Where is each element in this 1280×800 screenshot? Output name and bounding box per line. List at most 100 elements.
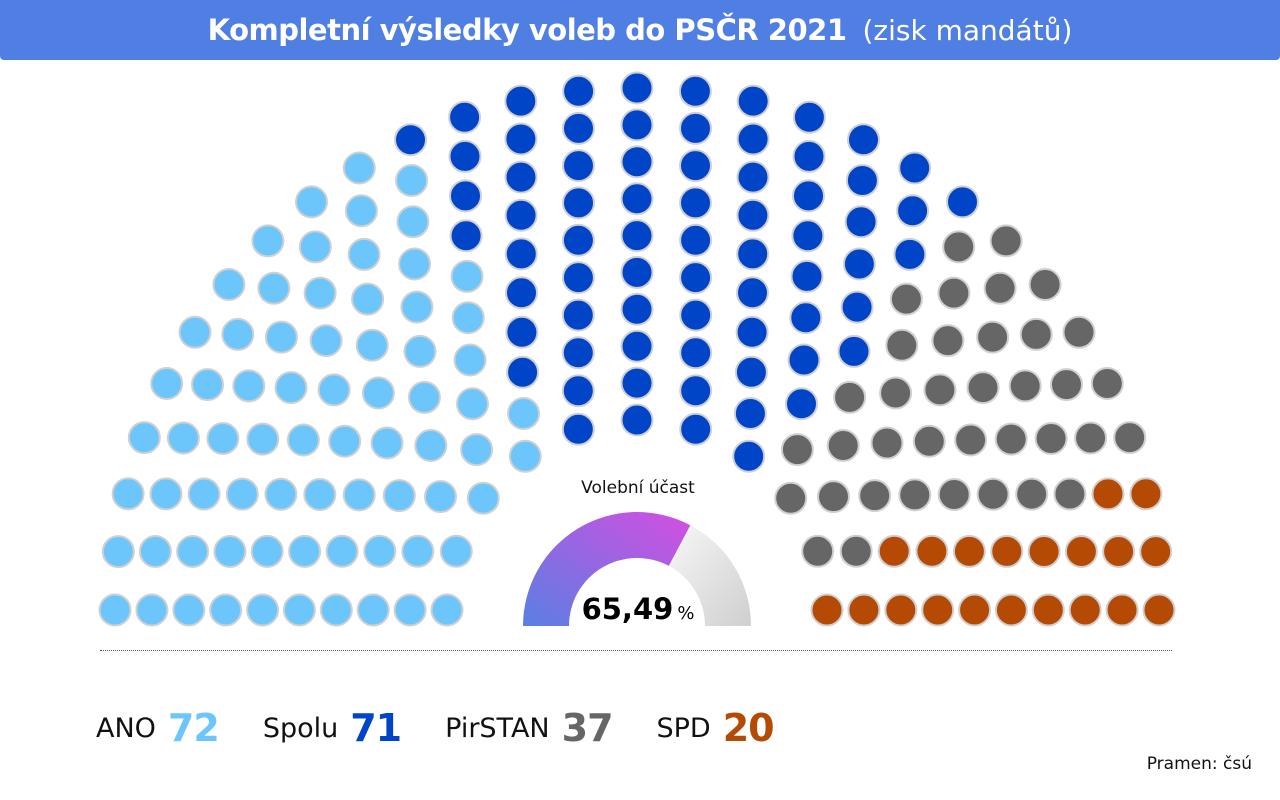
seat-dot bbox=[976, 320, 1010, 354]
seat-dot bbox=[620, 219, 654, 253]
seat-dot bbox=[1074, 421, 1108, 455]
legend: ANO 72 Spolu 71 PirSTAN 37 SPD 20 bbox=[96, 700, 818, 756]
seat-dot bbox=[679, 261, 713, 295]
seat-dot bbox=[449, 219, 483, 253]
legend-party-name: ANO bbox=[96, 712, 156, 744]
seat-dot bbox=[309, 324, 343, 358]
seat-dot bbox=[1050, 368, 1083, 402]
seat-dot bbox=[317, 373, 351, 407]
seat-dot bbox=[679, 412, 713, 446]
seat-dot bbox=[1113, 421, 1147, 455]
seat-dot bbox=[508, 439, 542, 473]
seat-dot bbox=[424, 480, 457, 514]
seat-dot bbox=[877, 534, 911, 568]
seat-dot bbox=[400, 290, 434, 324]
seat-dot bbox=[407, 380, 441, 414]
seat-dot bbox=[884, 593, 918, 627]
legend-party-name: Spolu bbox=[262, 712, 339, 744]
seat-dot bbox=[1068, 593, 1102, 627]
seat-dot bbox=[990, 534, 1024, 568]
seat-dot bbox=[1139, 535, 1173, 569]
seat-dot bbox=[561, 261, 595, 295]
seat-dot bbox=[774, 481, 808, 515]
seat-dot bbox=[810, 593, 844, 627]
seat-dot bbox=[679, 149, 712, 183]
seat-dot bbox=[356, 593, 390, 627]
legend-item-pirstan: PirSTAN 37 bbox=[445, 706, 613, 750]
chart-title: Kompletní výsledky voleb do PSČR 2021 bbox=[207, 13, 847, 47]
seat-dot bbox=[898, 151, 932, 185]
seat-dot bbox=[138, 535, 172, 568]
seat-dot bbox=[450, 259, 484, 293]
seat-dot bbox=[785, 387, 818, 421]
seat-dot bbox=[221, 317, 255, 351]
seat-dot bbox=[1031, 593, 1065, 627]
seat-dot bbox=[414, 429, 448, 462]
seat-dot bbox=[282, 593, 316, 627]
seat-dot bbox=[733, 397, 767, 430]
seat-dot bbox=[787, 343, 821, 377]
seat-dot bbox=[166, 421, 200, 455]
seat-dot bbox=[847, 593, 881, 627]
seat-dot bbox=[505, 276, 538, 310]
turnout-value: 65,49% bbox=[538, 592, 738, 626]
seat-dot bbox=[504, 237, 538, 271]
seat-dot bbox=[178, 315, 212, 349]
seat-dot bbox=[396, 205, 430, 239]
seat-dot bbox=[393, 593, 427, 627]
seat-dot bbox=[840, 290, 874, 324]
seat-dot bbox=[893, 237, 927, 271]
source-note: Pramen: čsú bbox=[1146, 754, 1252, 774]
seat-dot bbox=[879, 376, 913, 410]
seat-dot bbox=[382, 479, 416, 513]
seat-dot bbox=[507, 397, 541, 430]
seat-dot bbox=[952, 534, 986, 568]
seat-dot bbox=[562, 149, 595, 183]
seat-dot bbox=[347, 237, 381, 271]
seat-dot bbox=[679, 374, 713, 408]
turnout-gauge bbox=[523, 511, 751, 626]
seat-dot bbox=[844, 205, 878, 239]
seat-dot bbox=[801, 534, 835, 568]
seat-dot bbox=[149, 477, 183, 511]
seat-dot bbox=[994, 593, 1028, 627]
seat-dot bbox=[976, 477, 1010, 511]
seat-dot bbox=[620, 145, 654, 179]
seat-dot bbox=[1105, 593, 1139, 627]
seat-dot bbox=[456, 387, 489, 421]
seat-dot bbox=[858, 479, 892, 513]
seat-dot bbox=[453, 343, 487, 377]
seat-dot bbox=[213, 535, 247, 568]
seat-dot bbox=[898, 478, 932, 512]
seat-dot bbox=[342, 478, 376, 512]
seat-dot bbox=[363, 534, 397, 568]
seat-dot bbox=[983, 271, 1017, 305]
seat-dot bbox=[620, 182, 654, 216]
seat-dot bbox=[504, 122, 538, 156]
seat-dot bbox=[561, 374, 595, 408]
seat-dot bbox=[1102, 535, 1136, 568]
seat-dot bbox=[679, 186, 712, 220]
seat-dot bbox=[826, 429, 860, 462]
seat-dot bbox=[736, 237, 770, 271]
seat-dot bbox=[1129, 477, 1163, 511]
turnout-gauge-fill bbox=[523, 511, 691, 626]
seat-dot bbox=[191, 368, 224, 402]
seat-dot bbox=[206, 422, 240, 455]
seat-dot bbox=[896, 194, 930, 228]
seat-dot bbox=[790, 259, 824, 293]
seat-dot bbox=[620, 255, 654, 289]
seat-dot bbox=[1062, 315, 1096, 349]
seat-dot bbox=[1090, 367, 1124, 400]
seat-dot bbox=[817, 480, 850, 514]
seat-dot bbox=[562, 186, 595, 220]
seat-dot bbox=[303, 276, 337, 310]
seat-dot bbox=[620, 292, 654, 326]
legend-seat-count: 71 bbox=[350, 706, 402, 750]
seat-dot bbox=[176, 535, 210, 568]
seat-dot bbox=[912, 424, 946, 458]
seat-dot bbox=[736, 160, 770, 194]
seat-dot bbox=[264, 477, 298, 511]
seat-dot bbox=[678, 74, 712, 108]
seat-dot bbox=[620, 329, 654, 363]
